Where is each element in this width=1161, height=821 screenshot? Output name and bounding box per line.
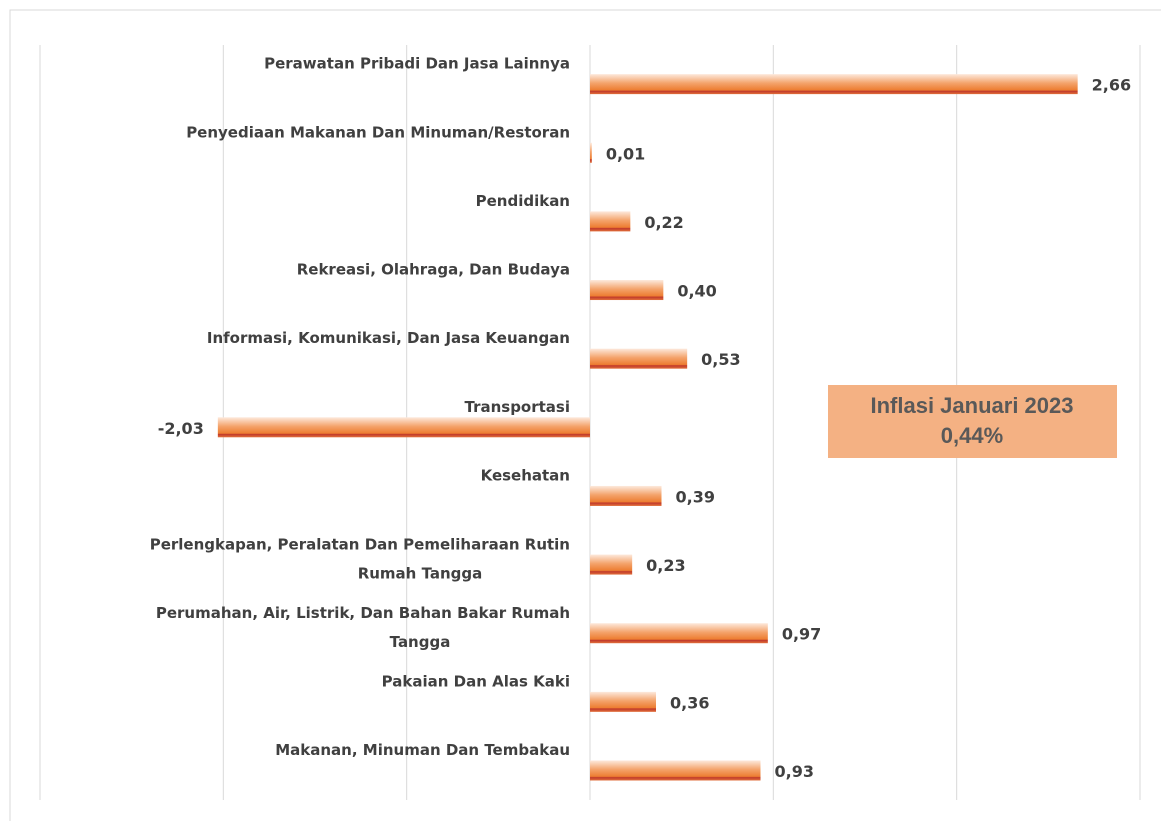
- category-label: Transportasi: [464, 398, 570, 416]
- data-label: 0,97: [782, 625, 821, 644]
- category-label: Pendidikan: [476, 192, 570, 210]
- category-label: Perawatan Pribadi Dan Jasa Lainnya: [264, 55, 570, 73]
- bar: [590, 211, 631, 232]
- annotation-title: Inflasi Januari 2023: [871, 393, 1074, 418]
- data-label: 0,40: [677, 282, 716, 301]
- category-label: Informasi, Komunikasi, Dan Jasa Keuangan: [207, 329, 570, 347]
- category-label: Perumahan, Air, Listrik, Dan Bahan Bakar…: [156, 604, 570, 651]
- bar: [590, 74, 1078, 95]
- bar: [590, 623, 768, 644]
- annotation-box: [828, 385, 1117, 458]
- category-label: Penyediaan Makanan Dan Minuman/Restoran: [186, 123, 570, 141]
- category-label: Makanan, Minuman Dan Tembakau: [275, 741, 570, 759]
- category-label: Kesehatan: [481, 466, 570, 484]
- category-label: Perlengkapan, Peralatan Dan Pemeliharaan…: [150, 535, 570, 582]
- chart-frame: [9, 9, 1161, 821]
- bar: [590, 348, 688, 369]
- bar: [590, 280, 664, 301]
- data-label: 0,39: [676, 487, 715, 506]
- bar: [590, 142, 592, 163]
- bar: [590, 554, 633, 575]
- category-label: Pakaian Dan Alas Kaki: [382, 672, 570, 690]
- data-label: 2,66: [1092, 76, 1131, 95]
- category-label: Rekreasi, Olahraga, Dan Budaya: [297, 261, 570, 279]
- data-label: 0,22: [644, 213, 683, 232]
- bar: [590, 760, 761, 781]
- data-label: 0,23: [646, 556, 685, 575]
- bar: [590, 485, 662, 506]
- annotation-value: 0,44%: [941, 423, 1003, 448]
- data-label: 0,53: [701, 350, 740, 369]
- bar: [590, 691, 656, 712]
- data-label: 0,36: [670, 693, 709, 712]
- data-label: -2,03: [158, 419, 204, 438]
- data-label: 0,01: [606, 144, 645, 163]
- bar: [217, 417, 591, 438]
- data-label: 0,93: [775, 762, 814, 781]
